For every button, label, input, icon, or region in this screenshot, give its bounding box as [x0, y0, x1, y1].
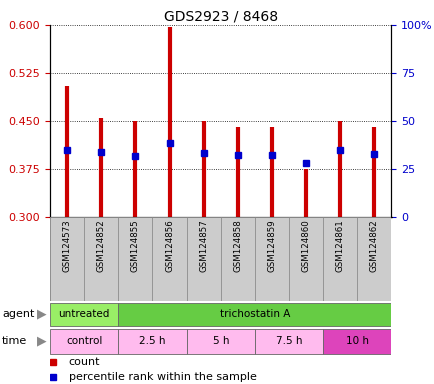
Text: 10 h: 10 h	[345, 336, 368, 346]
Bar	[289, 217, 322, 301]
Text: untreated: untreated	[58, 309, 110, 319]
Bar	[186, 329, 254, 354]
Text: GSM124856: GSM124856	[164, 220, 174, 272]
Bar	[322, 217, 357, 301]
Bar	[50, 329, 118, 354]
Text: GSM124859: GSM124859	[267, 220, 276, 272]
Text: GSM124858: GSM124858	[233, 220, 242, 272]
Bar	[118, 303, 391, 326]
Bar	[50, 303, 118, 326]
Bar	[322, 329, 391, 354]
Text: GSM124857: GSM124857	[199, 220, 208, 272]
Text: 5 h: 5 h	[212, 336, 228, 346]
Bar	[50, 217, 84, 301]
Title: GDS2923 / 8468: GDS2923 / 8468	[163, 10, 277, 24]
Text: GSM124860: GSM124860	[301, 220, 310, 272]
Bar	[254, 329, 322, 354]
Text: 2.5 h: 2.5 h	[139, 336, 165, 346]
Bar	[186, 217, 220, 301]
Text: trichostatin A: trichostatin A	[219, 309, 289, 319]
Bar	[357, 217, 391, 301]
Text: agent: agent	[2, 309, 34, 319]
Text: GSM124862: GSM124862	[369, 220, 378, 272]
Bar	[118, 217, 152, 301]
Text: GSM124573: GSM124573	[62, 220, 72, 272]
Bar	[118, 329, 186, 354]
Bar	[152, 217, 186, 301]
Text: count: count	[69, 358, 100, 367]
Text: percentile rank within the sample: percentile rank within the sample	[69, 372, 256, 382]
Text: GSM124861: GSM124861	[335, 220, 344, 272]
Text: 7.5 h: 7.5 h	[275, 336, 302, 346]
Text: GSM124852: GSM124852	[96, 220, 105, 272]
Text: control: control	[66, 336, 102, 346]
Text: ▶: ▶	[37, 335, 47, 348]
Bar	[84, 217, 118, 301]
Bar	[220, 217, 254, 301]
Bar	[254, 217, 289, 301]
Text: time: time	[2, 336, 27, 346]
Text: ▶: ▶	[37, 308, 47, 321]
Text: GSM124855: GSM124855	[131, 220, 140, 272]
